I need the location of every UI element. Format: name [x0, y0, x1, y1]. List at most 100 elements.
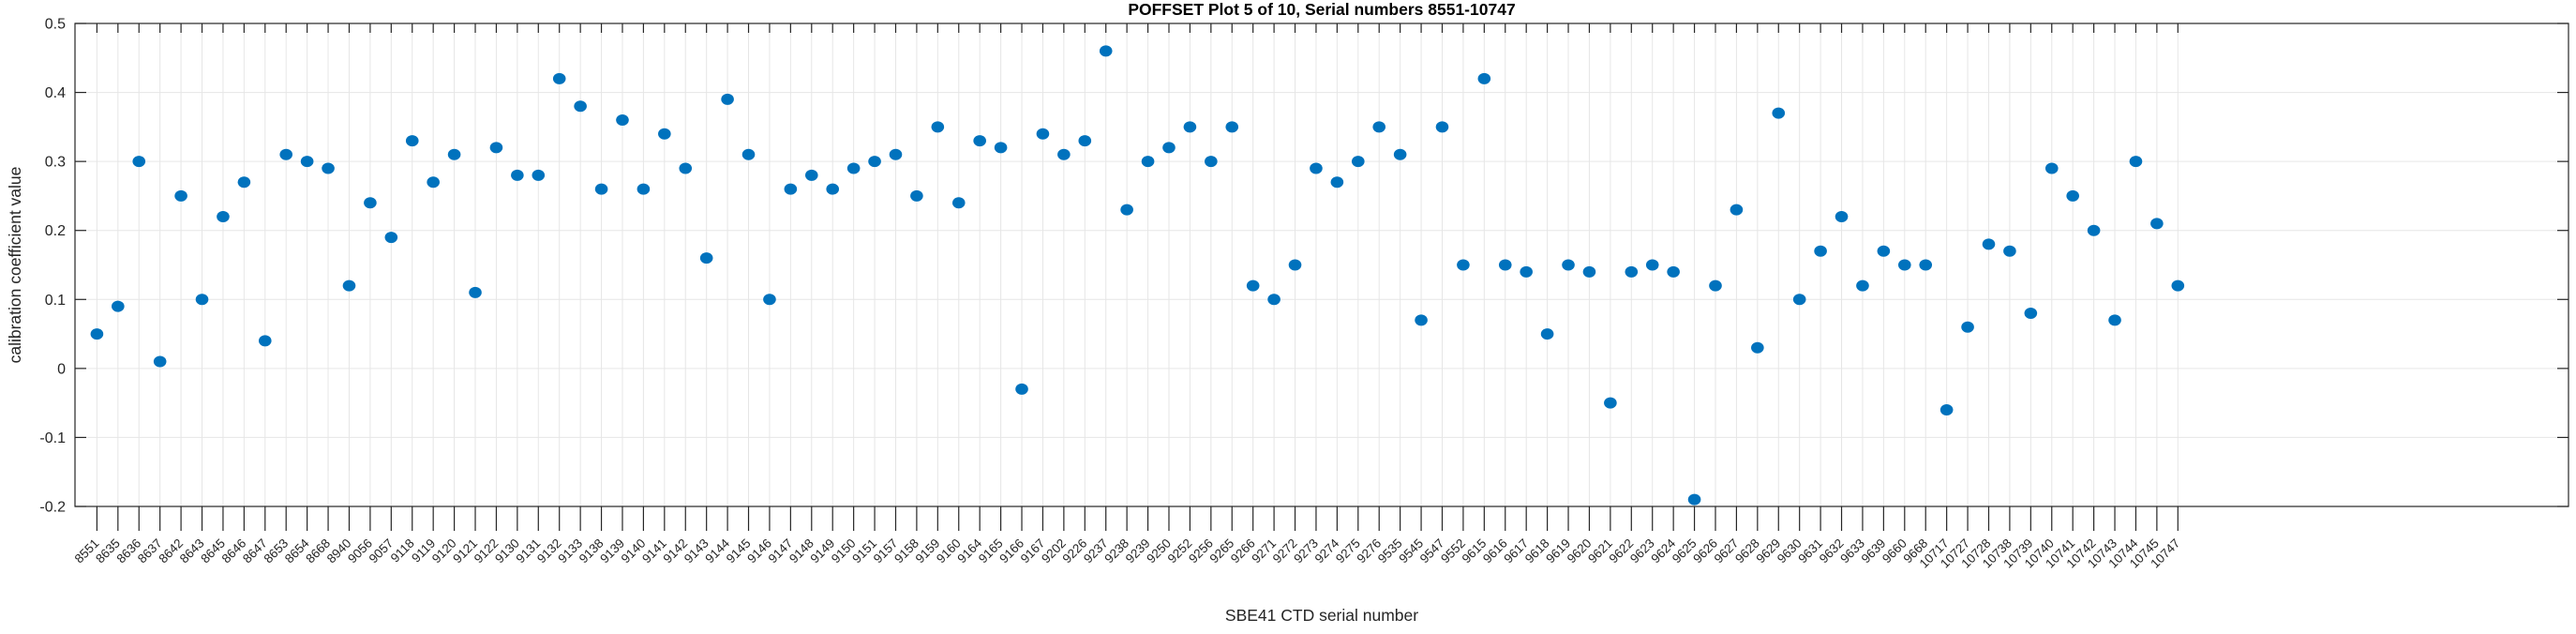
data-point [1099, 45, 1113, 57]
data-point [322, 162, 335, 174]
data-point [994, 142, 1008, 154]
data-point [2087, 224, 2101, 236]
data-point [342, 279, 356, 292]
data-point [1393, 148, 1407, 160]
data-point [1645, 259, 1659, 271]
data-point [364, 197, 377, 209]
data-point [1582, 265, 1596, 278]
data-point [258, 335, 272, 347]
data-point [1709, 279, 1722, 292]
data-point [2003, 245, 2016, 257]
data-point [1120, 204, 1133, 216]
data-point [2129, 156, 2143, 168]
data-point [1205, 156, 1218, 168]
data-point [1246, 279, 1260, 292]
data-point [384, 232, 398, 244]
plot-area [75, 23, 2569, 506]
data-point [1687, 493, 1701, 506]
data-point [112, 300, 125, 312]
y-tick-label: 0.2 [45, 223, 66, 239]
data-point [763, 294, 776, 306]
data-point [2044, 162, 2059, 174]
data-point [1372, 121, 1386, 133]
data-point [699, 252, 713, 264]
data-point [1477, 72, 1491, 84]
data-point [1036, 128, 1050, 140]
data-point [90, 328, 104, 340]
data-point [679, 162, 693, 174]
data-point [300, 156, 314, 168]
data-point [1078, 135, 1092, 147]
data-point [1267, 294, 1281, 306]
data-point [1330, 176, 1344, 189]
data-point [1351, 156, 1365, 168]
data-point [2108, 314, 2121, 326]
data-point [552, 72, 566, 84]
data-point [1057, 148, 1071, 160]
data-point [1435, 121, 1449, 133]
y-axis-label: calibration coefficient value [6, 167, 24, 364]
data-point [174, 189, 187, 202]
data-point [2150, 218, 2164, 230]
data-point [1667, 265, 1680, 278]
y-tick-label: -0.1 [39, 430, 66, 446]
y-tick-label: 0 [57, 361, 66, 377]
data-point [1183, 121, 1197, 133]
data-point [153, 355, 167, 368]
chart-title: POFFSET Plot 5 of 10, Serial numbers 855… [1128, 0, 1515, 19]
data-point [741, 148, 756, 160]
data-point [1730, 204, 1744, 216]
data-point [1919, 259, 1933, 271]
y-tick-label: 0.4 [45, 85, 66, 101]
data-point [931, 121, 945, 133]
data-point [447, 148, 461, 160]
tick-marks-group [75, 23, 2569, 531]
data-point [1562, 259, 1575, 271]
data-point [132, 156, 146, 168]
y-tick-label: 0.5 [45, 17, 66, 33]
data-point [973, 135, 986, 147]
data-point [1415, 314, 1428, 326]
y-tick-label: 0.1 [45, 293, 66, 309]
data-point [574, 100, 587, 113]
data-point [616, 114, 629, 126]
data-point [217, 211, 230, 222]
data-point [489, 142, 503, 154]
data-point [1457, 259, 1470, 271]
y-tick-label: 0.3 [45, 155, 66, 171]
data-point [1792, 294, 1806, 306]
data-point [846, 162, 861, 174]
data-point [1625, 265, 1639, 278]
data-points-group [90, 45, 2185, 506]
data-point [1162, 142, 1176, 154]
data-point [2171, 279, 2185, 292]
data-point [804, 169, 818, 181]
data-point [279, 148, 293, 160]
data-point [721, 93, 734, 105]
data-point [1961, 321, 1974, 333]
data-point [237, 176, 251, 189]
data-point [405, 135, 419, 147]
x-axis-label: SBE41 CTD serial number [1225, 606, 1418, 625]
data-point [1877, 245, 1891, 257]
data-point [784, 183, 798, 195]
data-point [532, 169, 546, 181]
data-point [1225, 121, 1239, 133]
data-point [1604, 397, 1617, 409]
data-point [1835, 211, 1849, 222]
data-point [1772, 107, 1786, 119]
data-point [1015, 383, 1028, 395]
data-point [427, 176, 440, 189]
data-point [1982, 238, 1996, 250]
y-tick-label: -0.2 [39, 500, 66, 516]
data-point [1540, 328, 1554, 340]
data-point [1897, 259, 1911, 271]
data-point [1939, 404, 1954, 415]
data-point [2066, 189, 2079, 202]
data-point [826, 183, 840, 195]
data-point [889, 148, 903, 160]
data-point [1751, 341, 1764, 354]
data-point [910, 189, 923, 202]
